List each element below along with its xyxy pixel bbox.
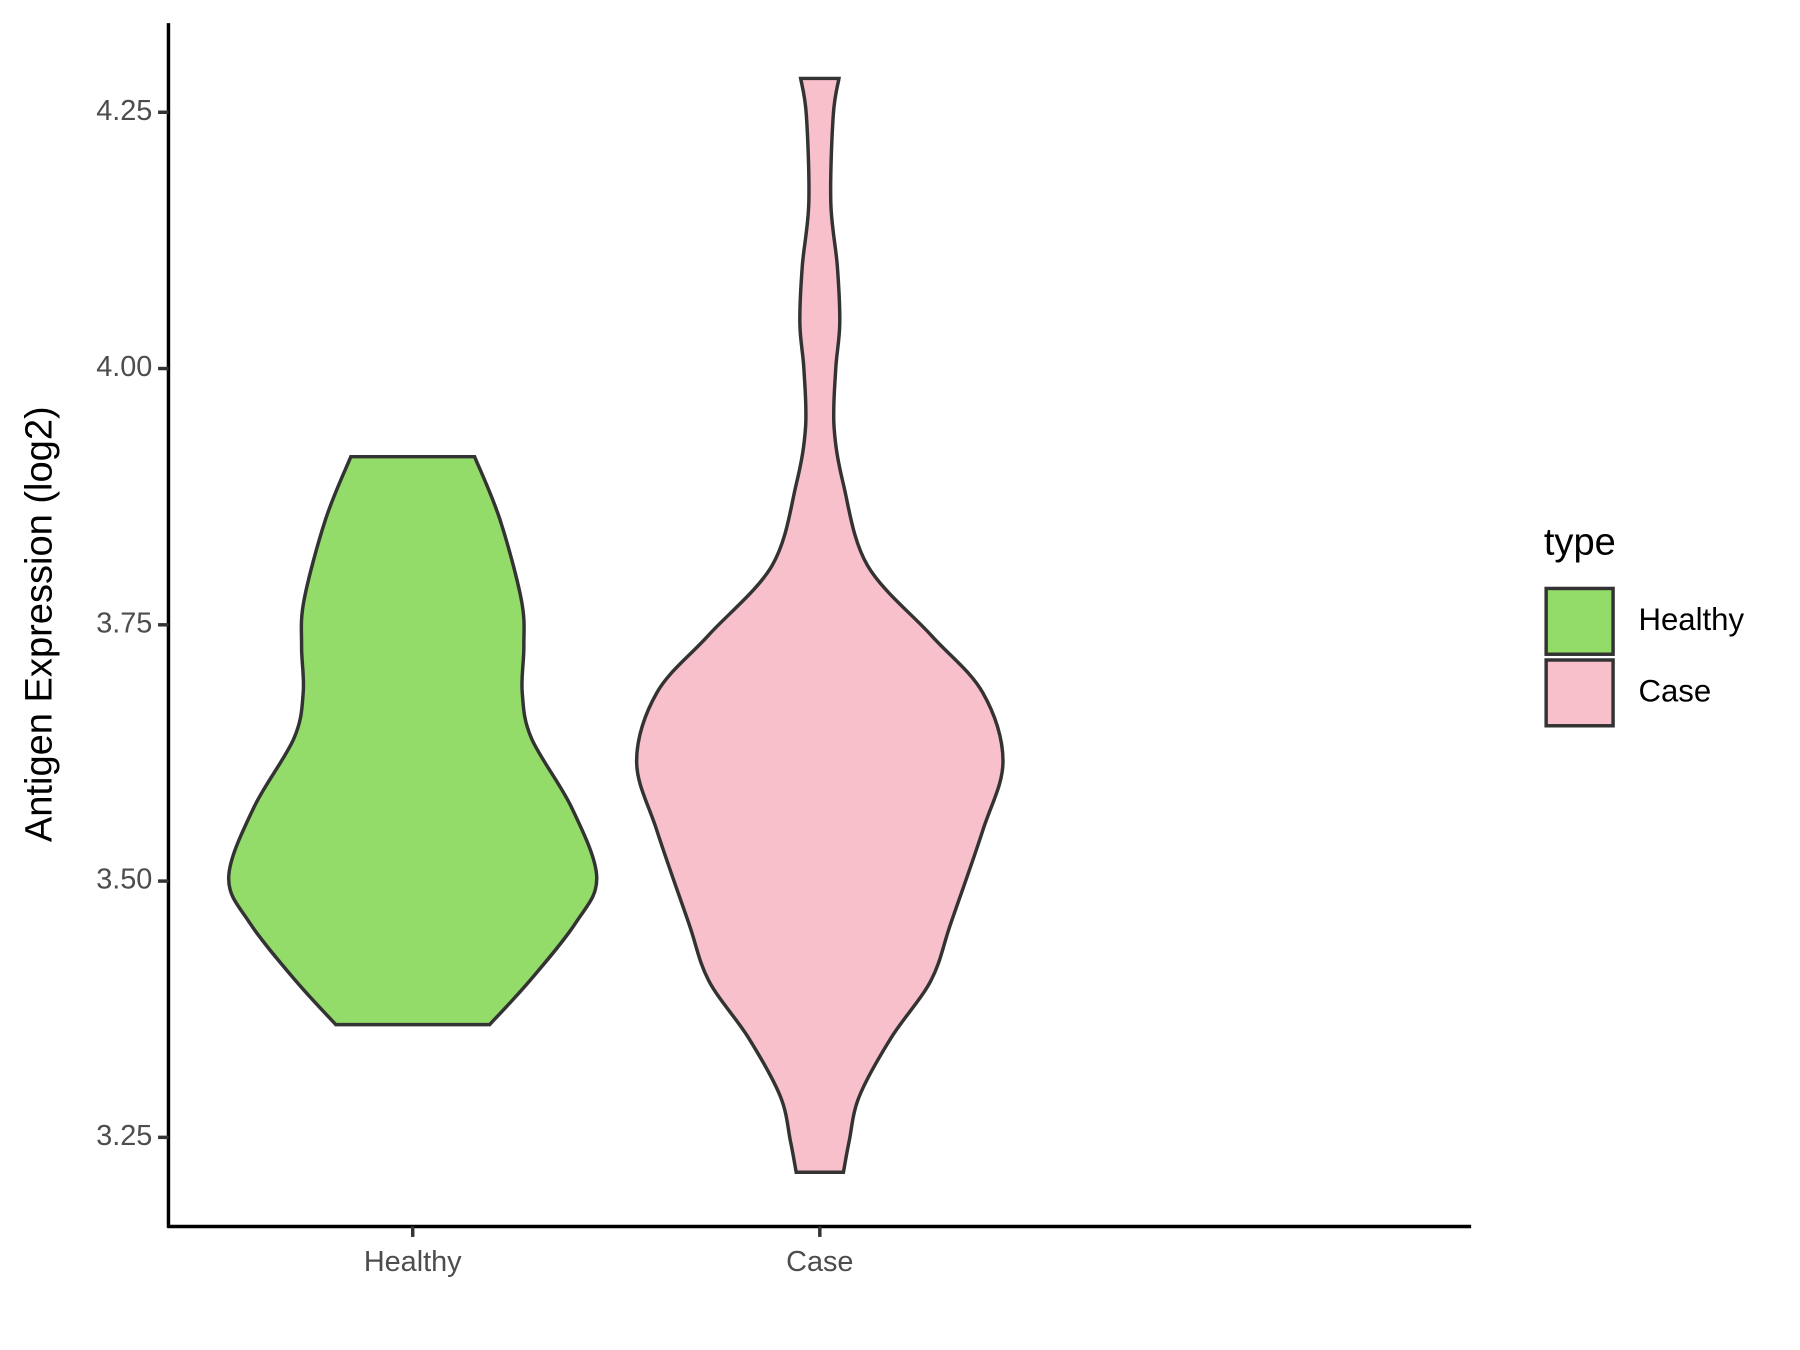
y-tick-label: 4.00 bbox=[96, 351, 152, 383]
legend-label: Healthy bbox=[1638, 602, 1744, 637]
x-tick-label: Case bbox=[786, 1246, 853, 1278]
x-tick-label: Healthy bbox=[364, 1246, 462, 1278]
legend-title: type bbox=[1544, 522, 1616, 564]
violin bbox=[634, 76, 1005, 1174]
y-tick-label: 4.25 bbox=[96, 95, 152, 127]
y-axis-title: Antigen Expression (log2) bbox=[19, 406, 61, 842]
legend-key bbox=[1544, 658, 1615, 728]
y-tick-label: 3.75 bbox=[96, 607, 152, 639]
legend-label: Case bbox=[1638, 674, 1711, 709]
legend-key bbox=[1544, 586, 1615, 656]
y-tick-label: 3.50 bbox=[96, 864, 152, 896]
violin bbox=[226, 454, 599, 1027]
y-tick-label: 3.25 bbox=[96, 1120, 152, 1152]
